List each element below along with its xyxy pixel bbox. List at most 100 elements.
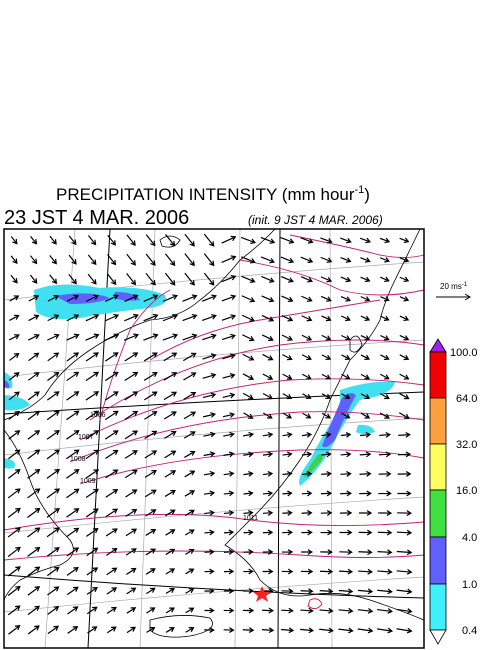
colorbar-under [429,629,447,645]
wind-arrow [105,449,119,460]
wind-arrow [87,273,97,285]
wind-arrow [340,276,352,283]
wind-arrow [281,549,294,555]
wind-arrow [146,587,156,595]
wind-arrow [46,566,60,577]
latitude-line [3,576,425,613]
wind-arrow [222,392,236,399]
wind-arrow [262,471,274,477]
colorbar-segment [429,351,447,399]
wind-arrow [396,568,413,575]
wind-arrow [66,488,80,499]
wind-arrow [360,373,371,380]
wind-arrow [203,431,216,438]
wind-arrow [282,354,293,361]
wind-arrow [104,371,119,382]
wind-arrow [105,508,119,518]
wind-arrow [241,295,256,303]
wind-arrow [184,272,195,286]
wind-arrow [165,529,176,536]
wind-arrow [379,412,390,419]
wind-arrow [86,586,98,595]
reference-unit: 20 ms [440,282,462,291]
wind-arrow [281,295,294,303]
wind-arrow [300,607,314,614]
wind-arrow [105,489,119,498]
wind-arrow [321,471,332,477]
wind-arrow [28,352,40,362]
wind-arrow [397,510,412,516]
wind-arrow [242,431,255,438]
colorbar-label: 64.0 [456,393,477,405]
precip-area [114,292,140,301]
wind-arrow [165,588,175,594]
wind-arrow [380,276,390,283]
isobar [149,299,381,361]
wind-arrow [164,450,177,459]
wind-arrow [261,627,275,634]
wind-arrow [262,568,274,575]
wind-arrow [222,373,236,379]
wind-arrow [399,276,410,283]
wind-arrow [243,588,254,594]
wind-arrow [49,255,57,265]
wind-arrow [66,333,80,341]
wind-arrow [261,334,274,342]
wind-arrow [301,529,313,536]
wind-arrow [105,469,119,479]
wind-arrow [85,294,99,302]
wind-arrow [126,626,137,634]
wind-arrow [183,411,197,420]
wind-arrow [380,373,390,380]
wind-arrow [204,607,215,614]
wind-arrow [282,373,293,380]
wind-arrow [399,334,410,341]
isobar-labels: 1006 1007 1008 1009 1011 [70,412,258,522]
wind-arrow [145,548,157,556]
wind-arrow [203,490,216,497]
wind-arrow [222,353,236,360]
wind-arrow [165,568,176,575]
wind-arrow [223,431,235,438]
wind-arrow [85,449,100,460]
wind-arrow [85,314,100,322]
wind-arrow [281,588,294,594]
wind-arrow [144,470,157,478]
wind-arrow [242,607,255,614]
wind-arrow [46,547,60,557]
wind-arrow [8,410,21,420]
wind-arrow [46,430,60,440]
wind-arrow [338,607,354,614]
wind-arrow [203,412,216,418]
wind-arrow [87,626,98,634]
wind-arrow [124,352,139,362]
wind-arrow [204,627,215,633]
wind-arrow [183,372,197,381]
wind-arrow [66,567,79,576]
wind-arrow [341,354,351,360]
wind-arrow [164,253,176,267]
wind-arrow [282,451,293,458]
wind-arrow [301,432,313,438]
wind-arrow [85,488,99,499]
wind-arrow [46,410,60,421]
wind-arrow [282,393,293,400]
wind-arrow [163,372,178,381]
wind-arrow [321,315,332,322]
wind-arrow [66,527,80,538]
wind-arrow [302,412,312,419]
wind-arrow [184,529,195,536]
wind-arrow [66,391,80,401]
wind-arrow [282,471,293,477]
wind-arrow [124,410,139,420]
wind-arrow [221,314,237,321]
wind-arrow [28,295,40,302]
wind-arrow [281,334,293,341]
wind-arrow [339,510,353,516]
valid-time: 23 JST 4 MAR. 2006 [4,207,189,229]
isobar-label: 1009 [80,478,96,485]
wind-arrow [182,333,198,341]
wind-arrow [222,412,236,418]
wind-arrow [87,235,97,246]
wind-arrow [397,490,412,497]
